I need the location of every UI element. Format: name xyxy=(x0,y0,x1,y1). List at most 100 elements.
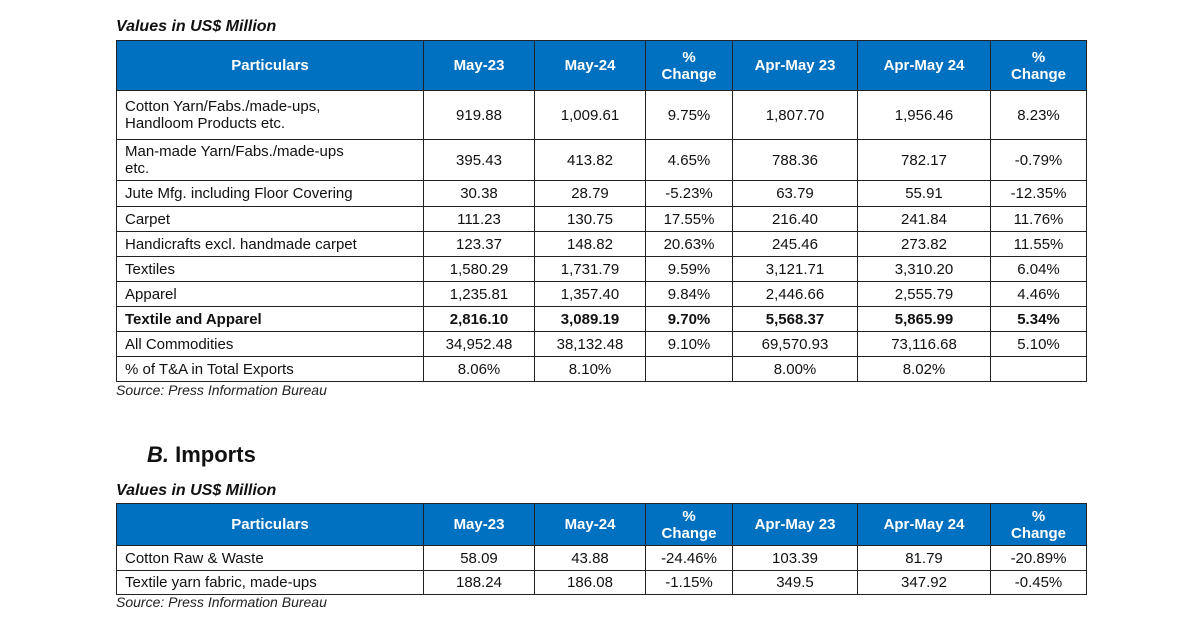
cell-pct-change-ytd: 6.04% xyxy=(990,256,1087,282)
cell-pct-change-month: -5.23% xyxy=(645,180,733,207)
cell-may-24: 130.75 xyxy=(534,206,646,232)
header-may-23: May-23 xyxy=(423,503,535,546)
cell-particulars: Cotton Raw & Waste xyxy=(116,545,424,571)
cell-apr-may-24: 81.79 xyxy=(857,545,991,571)
cell-pct-change-ytd: 4.46% xyxy=(990,281,1087,307)
table-row: % of T&A in Total Exports 8.06% 8.10% 8.00%… xyxy=(116,356,1087,382)
cell-may-24: 1,357.40 xyxy=(534,281,646,307)
cell-apr-may-23: 3,121.71 xyxy=(732,256,858,282)
cell-particulars: Cotton Yarn/Fabs./made-ups, Handloom Pro… xyxy=(116,90,424,140)
header-pct-change-ytd: % Change xyxy=(990,503,1087,546)
cell-apr-may-23: 8.00% xyxy=(732,356,858,382)
cell-pct-change-ytd: 11.76% xyxy=(990,206,1087,232)
cell-particulars: % of T&A in Total Exports xyxy=(116,356,424,382)
cell-may-23: 1,580.29 xyxy=(423,256,535,282)
section-letter: B. xyxy=(147,442,169,467)
header-apr-may-24: Apr-May 24 xyxy=(857,503,991,546)
cell-may-23: 919.88 xyxy=(423,90,535,140)
imports-source: Source: Press Information Bureau xyxy=(116,594,327,610)
header-pct-change-month: % Change xyxy=(645,503,733,546)
header-apr-may-23: Apr-May 23 xyxy=(732,503,858,546)
cell-apr-may-23: 103.39 xyxy=(732,545,858,571)
cell-apr-may-24: 241.84 xyxy=(857,206,991,232)
cell-apr-may-24: 273.82 xyxy=(857,231,991,257)
cell-apr-may-24: 2,555.79 xyxy=(857,281,991,307)
header-may-24: May-24 xyxy=(534,40,646,91)
imports-table: Particulars May-23 May-24% Change Apr-May 2… xyxy=(116,503,1087,595)
header-pct-change-month: % Change xyxy=(645,40,733,91)
header-apr-may-24: Apr-May 24 xyxy=(857,40,991,91)
cell-pct-change-ytd: 5.34% xyxy=(990,306,1087,332)
cell-may-24: 3,089.19 xyxy=(534,306,646,332)
header-row: Particulars May-23 May-24% Change Apr-May 2… xyxy=(116,40,1087,91)
cell-apr-may-23: 245.46 xyxy=(732,231,858,257)
cell-apr-may-23: 216.40 xyxy=(732,206,858,232)
cell-apr-may-23: 63.79 xyxy=(732,180,858,207)
cell-particulars: Handicrafts excl. handmade carpet xyxy=(116,231,424,257)
cell-pct-change-ytd: -12.35% xyxy=(990,180,1087,207)
cell-may-23: 123.37 xyxy=(423,231,535,257)
cell-apr-may-24: 55.91 xyxy=(857,180,991,207)
cell-apr-may-24: 5,865.99 xyxy=(857,306,991,332)
cell-may-23: 8.06% xyxy=(423,356,535,382)
cell-pct-change-ytd xyxy=(990,356,1087,382)
cell-apr-may-24: 782.17 xyxy=(857,139,991,181)
cell-may-23: 34,952.48 xyxy=(423,331,535,357)
header-may-23: May-23 xyxy=(423,40,535,91)
table-row: Handicrafts excl. handmade carpet 123.37 1… xyxy=(116,231,1087,257)
cell-may-23: 58.09 xyxy=(423,545,535,571)
cell-apr-may-23: 5,568.37 xyxy=(732,306,858,332)
cell-pct-change-ytd: -20.89% xyxy=(990,545,1087,571)
cell-pct-change-month: 4.65% xyxy=(645,139,733,181)
cell-particulars: Textiles xyxy=(116,256,424,282)
exports-source: Source: Press Information Bureau xyxy=(116,382,327,398)
cell-pct-change-month: -24.46% xyxy=(645,545,733,571)
cell-pct-change-ytd: 11.55% xyxy=(990,231,1087,257)
exports-caption: Values in US$ Million xyxy=(116,18,277,35)
cell-pct-change-ytd: -0.79% xyxy=(990,139,1087,181)
cell-pct-change-ytd: -0.45% xyxy=(990,570,1087,595)
cell-may-23: 30.38 xyxy=(423,180,535,207)
header-apr-may-23: Apr-May 23 xyxy=(732,40,858,91)
cell-particulars: Jute Mfg. including Floor Covering xyxy=(116,180,424,207)
cell-may-24: 1,009.61 xyxy=(534,90,646,140)
section-title: Imports xyxy=(175,442,256,467)
table-row: Textile and Apparel 2,816.10 3,089.19 9.70%… xyxy=(116,306,1087,332)
header-particulars: Particulars xyxy=(116,40,424,91)
table-row: Textiles 1,580.29 1,731.79 9.59% 3,121.71 3,3… xyxy=(116,256,1087,282)
cell-apr-may-23: 69,570.93 xyxy=(732,331,858,357)
cell-may-23: 1,235.81 xyxy=(423,281,535,307)
cell-may-24: 38,132.48 xyxy=(534,331,646,357)
cell-may-23: 395.43 xyxy=(423,139,535,181)
cell-may-23: 2,816.10 xyxy=(423,306,535,332)
cell-pct-change-month: 9.70% xyxy=(645,306,733,332)
cell-apr-may-23: 349.5 xyxy=(732,570,858,595)
cell-particulars: Carpet xyxy=(116,206,424,232)
table-row: Cotton Raw & Waste 58.09 43.88 -24.46% 103.3… xyxy=(116,545,1087,571)
cell-may-24: 148.82 xyxy=(534,231,646,257)
cell-pct-change-month: -1.15% xyxy=(645,570,733,595)
imports-section-heading: B. Imports xyxy=(147,442,256,468)
header-particulars: Particulars xyxy=(116,503,424,546)
cell-may-24: 413.82 xyxy=(534,139,646,181)
cell-may-24: 8.10% xyxy=(534,356,646,382)
table-row: Cotton Yarn/Fabs./made-ups, Handloom Pro… xyxy=(116,90,1087,140)
cell-pct-change-ytd: 5.10% xyxy=(990,331,1087,357)
cell-particulars: All Commodities xyxy=(116,331,424,357)
cell-pct-change-month: 9.84% xyxy=(645,281,733,307)
cell-apr-may-24: 347.92 xyxy=(857,570,991,595)
cell-may-24: 186.08 xyxy=(534,570,646,595)
exports-table: Particulars May-23 May-24% Change Apr-May 2… xyxy=(116,40,1087,382)
cell-apr-may-24: 1,956.46 xyxy=(857,90,991,140)
cell-apr-may-23: 1,807.70 xyxy=(732,90,858,140)
table-row: Jute Mfg. including Floor Covering 30.38 2… xyxy=(116,180,1087,207)
cell-apr-may-24: 3,310.20 xyxy=(857,256,991,282)
cell-apr-may-24: 73,116.68 xyxy=(857,331,991,357)
cell-pct-change-month: 20.63% xyxy=(645,231,733,257)
cell-pct-change-ytd: 8.23% xyxy=(990,90,1087,140)
cell-pct-change-month: 17.55% xyxy=(645,206,733,232)
imports-caption: Values in US$ Million xyxy=(116,482,277,499)
cell-particulars: Apparel xyxy=(116,281,424,307)
table-row: Man-made Yarn/Fabs./made-ups etc. 395.43 4… xyxy=(116,139,1087,181)
header-pct-change-ytd: % Change xyxy=(990,40,1087,91)
